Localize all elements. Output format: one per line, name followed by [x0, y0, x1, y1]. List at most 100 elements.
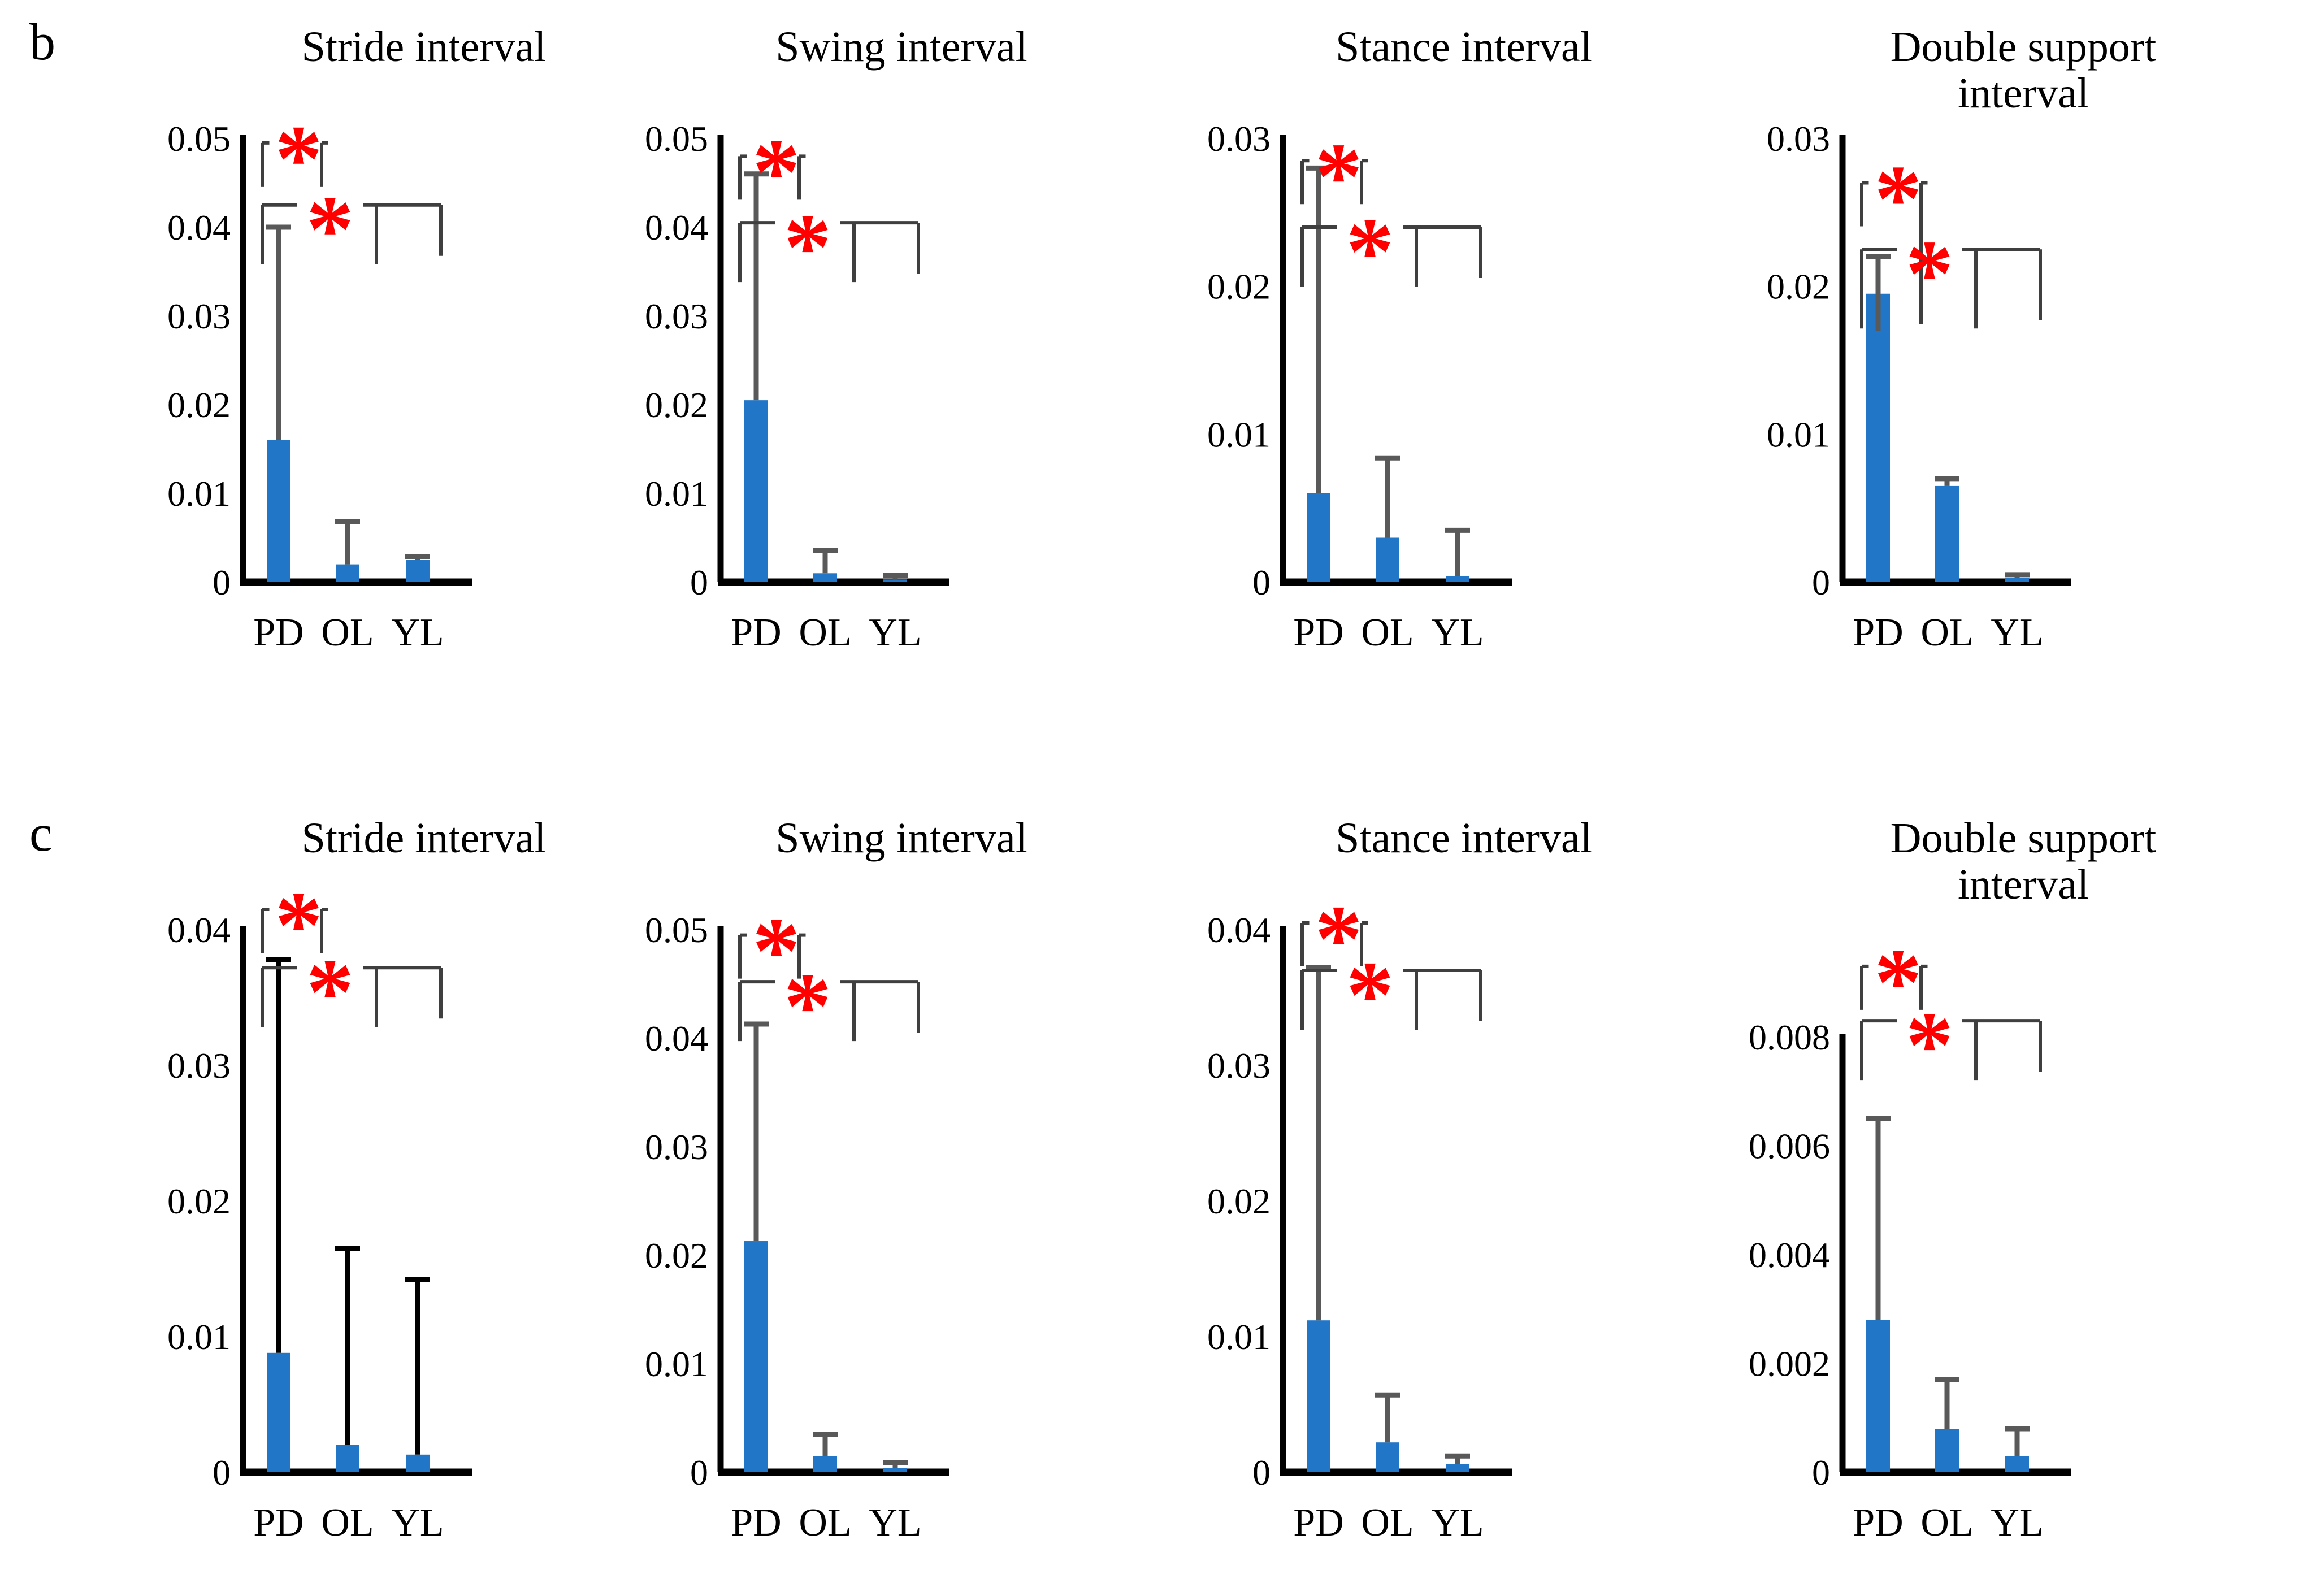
sig1-asterisk: * — [1874, 146, 1922, 252]
bar-PD — [1866, 293, 1890, 582]
y-tick-label: 0.03 — [167, 1046, 231, 1086]
chart-b-stance-interval: Stance interval 0 0.01 0.02 0.03 PD OL YL * * — [1153, 17, 1729, 754]
category-label-YL: YL — [1431, 611, 1484, 654]
y-tick-label: 0.01 — [167, 474, 231, 514]
y-tick-label: 0.01 — [1207, 1317, 1271, 1357]
sig2-asterisk: * — [1346, 942, 1394, 1048]
sig2-asterisk: * — [784, 953, 832, 1059]
y-tick-label: 0.02 — [167, 1181, 231, 1221]
bar-OL — [1935, 485, 1959, 582]
chart-title: Double support — [1891, 23, 2157, 71]
y-tick-label: 0.04 — [167, 207, 231, 248]
chart-title: Double support — [1891, 814, 2157, 862]
y-tick-label: 0.002 — [1749, 1344, 1830, 1384]
bar-OL — [813, 1456, 837, 1472]
chart-svg-b-swing: Swing interval 0 0.01 0.02 0.03 0.04 0.05 PD OL Y… — [645, 23, 1027, 654]
category-label-OL: OL — [1361, 1501, 1414, 1545]
chart-title: Stride interval — [302, 23, 547, 71]
category-label-OL: OL — [321, 611, 374, 654]
bar-OL — [1376, 537, 1399, 582]
category-label-YL: YL — [1991, 1501, 2043, 1545]
sig2-asterisk: * — [1346, 198, 1394, 305]
sig2-asterisk: * — [306, 939, 354, 1045]
y-tick-label: 0.03 — [167, 296, 231, 336]
chart-title: Swing interval — [775, 814, 1027, 862]
category-label-YL: YL — [869, 1501, 921, 1545]
panel-c-label: c — [29, 804, 53, 862]
category-label-OL: OL — [321, 1501, 374, 1545]
y-tick-label: 0.05 — [645, 119, 708, 159]
y-tick-label: 0.02 — [1767, 267, 1830, 307]
bar-OL — [1935, 1429, 1959, 1472]
bar-YL — [406, 560, 430, 582]
chart-title: Stance interval — [1336, 814, 1592, 862]
y-tick-label: 0.03 — [1767, 119, 1830, 159]
y-tick-label: 0 — [1812, 1452, 1830, 1493]
y-tick-label: 0.008 — [1749, 1017, 1830, 1057]
y-tick-label: 0.03 — [645, 296, 708, 336]
category-label-YL: YL — [1991, 611, 2043, 654]
y-tick-label: 0.01 — [645, 1344, 708, 1384]
bar-YL — [1446, 576, 1469, 582]
y-tick-label: 0 — [1252, 562, 1271, 602]
bar-PD — [1307, 493, 1330, 582]
y-tick-label: 0 — [213, 562, 231, 602]
y-tick-label: 0.04 — [167, 910, 231, 950]
category-label-YL: YL — [391, 1501, 444, 1545]
sig2-asterisk: * — [1906, 220, 1954, 327]
sig1-asterisk: * — [752, 119, 800, 225]
bar-PD — [1866, 1320, 1890, 1472]
category-label-PD: PD — [1853, 1501, 1903, 1545]
chart-c-double-support-interval: Double support interval 0 0.002 0.004 0.006 0.… — [1712, 808, 2289, 1568]
chart-svg-c-stance: Stance interval 0 0.01 0.02 0.03 0.04 PD OL YL ** — [1207, 814, 1592, 1545]
chart-c-swing-interval: Swing interval 0 0.01 0.02 0.03 0.04 0.05 PD OL Y… — [591, 808, 1167, 1568]
chart-c-stance-interval: Stance interval 0 0.01 0.02 0.03 0.04 PD OL YL * * — [1153, 808, 1729, 1568]
category-label-PD: PD — [731, 611, 781, 654]
chart-title: interval — [1958, 70, 2089, 117]
chart-b-double-support-interval: Double support interval 0 0.01 0.02 0.03 PD OL Y… — [1712, 17, 2289, 754]
chart-svg-c-stride: Stride interval 0 0.01 0.02 0.03 0.04 PD OL YL ** — [167, 814, 546, 1545]
y-tick-label: 0.006 — [1749, 1126, 1830, 1166]
y-tick-label: 0.01 — [1207, 414, 1271, 454]
y-tick-label: 0.04 — [1207, 910, 1271, 950]
category-label-PD: PD — [253, 1501, 303, 1545]
bar-YL — [406, 1454, 430, 1472]
y-tick-label: 0.02 — [645, 1235, 708, 1276]
category-label-OL: OL — [1920, 611, 1973, 654]
bar-YL — [2005, 578, 2029, 582]
chart-title: interval — [1958, 861, 2089, 908]
sig1-asterisk: * — [1315, 886, 1363, 992]
chart-c-stride-interval: Stride interval 0 0.01 0.02 0.03 0.04 PD OL YL * * — [113, 808, 690, 1568]
category-label-OL: OL — [1361, 611, 1414, 654]
category-label-YL: YL — [1431, 1501, 1484, 1545]
y-tick-label: 0.05 — [645, 910, 708, 950]
y-tick-label: 0.03 — [1207, 119, 1271, 159]
bar-OL — [813, 573, 837, 582]
bar-PD — [1307, 1320, 1330, 1472]
bar-YL — [883, 579, 907, 582]
category-label-PD: PD — [731, 1501, 781, 1545]
y-tick-label: 0.03 — [1207, 1046, 1271, 1086]
bar-YL — [883, 1468, 907, 1472]
category-label-OL: OL — [1920, 1501, 1973, 1545]
category-label-YL: YL — [869, 611, 921, 654]
bar-YL — [2005, 1456, 2029, 1472]
sig1-asterisk: * — [752, 898, 800, 1004]
y-tick-label: 0.01 — [645, 474, 708, 514]
chart-svg-b-stance: Stance interval 0 0.01 0.02 0.03 PD OL YL ** — [1207, 23, 1592, 654]
bar-PD — [744, 400, 768, 582]
category-label-PD: PD — [253, 611, 303, 654]
sig1-asterisk: * — [1315, 123, 1363, 229]
sig1-asterisk: * — [275, 106, 323, 212]
y-tick-label: 0.05 — [167, 119, 231, 159]
panel-b-label: b — [29, 13, 55, 71]
y-tick-label: 0.02 — [1207, 267, 1271, 307]
y-tick-label: 0.04 — [645, 207, 708, 248]
chart-b-swing-interval: Swing interval 0 0.01 0.02 0.03 0.04 0.05 PD OL Y… — [591, 17, 1167, 754]
sig2-asterisk: * — [784, 194, 832, 300]
y-tick-label: 0 — [213, 1452, 231, 1493]
sig2-asterisk: * — [306, 176, 354, 283]
